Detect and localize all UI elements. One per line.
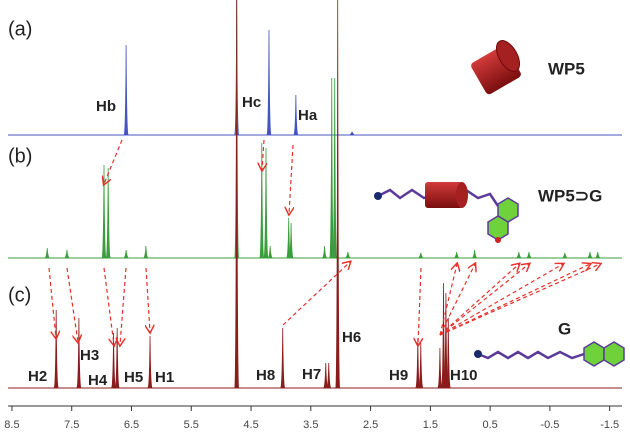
x-tick-label: 8.5 [4, 419, 19, 431]
peak-label: H6 [342, 329, 361, 346]
panel-label: (c) [8, 284, 31, 306]
peak [123, 44, 129, 136]
peak-label: H10 [450, 367, 478, 384]
peak [472, 249, 477, 259]
peak-label: Ha [298, 107, 318, 124]
peak-label: H2 [28, 368, 47, 385]
x-tick-label: 0.5 [482, 419, 497, 431]
peak [105, 167, 111, 259]
x-tick-label: 4.5 [243, 419, 258, 431]
peak [259, 142, 265, 259]
compound-label: WP5 [548, 59, 585, 78]
peak-label: H5 [124, 369, 143, 386]
peak-label: H8 [256, 367, 275, 384]
peak [263, 147, 269, 259]
peak-label: Hc [242, 94, 261, 111]
peak [114, 327, 120, 389]
x-tick-label: -1.5 [600, 419, 619, 431]
peak [64, 249, 70, 259]
peak-label: H4 [88, 372, 108, 389]
peak [516, 251, 522, 259]
compound-label: G [558, 319, 571, 338]
peak [562, 252, 568, 259]
peak [454, 251, 459, 259]
peak [267, 245, 273, 259]
x-tick-label: 3.5 [303, 419, 318, 431]
peak [322, 245, 327, 259]
peak [437, 347, 443, 389]
peak [526, 251, 532, 259]
peak [445, 317, 451, 389]
x-tick-label: -0.5 [540, 419, 559, 431]
spectra [8, 0, 622, 389]
g-icon [474, 341, 625, 367]
peak [44, 247, 50, 259]
peak [234, 0, 240, 389]
wp5-icon [471, 40, 521, 95]
peak-label: H7 [302, 366, 321, 383]
peak [123, 249, 129, 259]
peak [288, 222, 294, 259]
peak [111, 332, 116, 389]
peak-label: Hb [96, 98, 116, 115]
peak [349, 131, 355, 136]
peak-label: H9 [389, 367, 408, 384]
x-tick-label: 7.5 [64, 419, 79, 431]
peak [101, 164, 107, 259]
x-tick-label: 2.5 [363, 419, 378, 431]
peak [326, 362, 332, 389]
peak [332, 77, 338, 259]
peak-label: H1 [155, 369, 174, 386]
wp5g-icon [374, 182, 519, 243]
peak [76, 317, 82, 389]
compound-label: WP5⊃G [538, 186, 602, 205]
peak [418, 252, 424, 259]
peak [335, 0, 341, 389]
peak [595, 251, 601, 259]
peak [53, 309, 59, 389]
peak-label: H3 [80, 347, 99, 364]
peak [345, 251, 351, 259]
peak [293, 94, 299, 136]
arrows [48, 139, 600, 345]
peak [418, 342, 424, 389]
panel-label: (a) [8, 18, 32, 40]
peak [587, 251, 593, 259]
peak [415, 337, 421, 389]
x-tick-label: 1.5 [423, 419, 438, 431]
peak [143, 245, 149, 259]
peak [147, 335, 153, 389]
x-tick-label: 6.5 [124, 419, 139, 431]
peak [323, 362, 329, 389]
peak [266, 29, 272, 136]
panel-label: (b) [8, 145, 32, 167]
x-tick-label: 5.5 [184, 419, 199, 431]
peak [329, 77, 335, 259]
peak [280, 327, 286, 389]
